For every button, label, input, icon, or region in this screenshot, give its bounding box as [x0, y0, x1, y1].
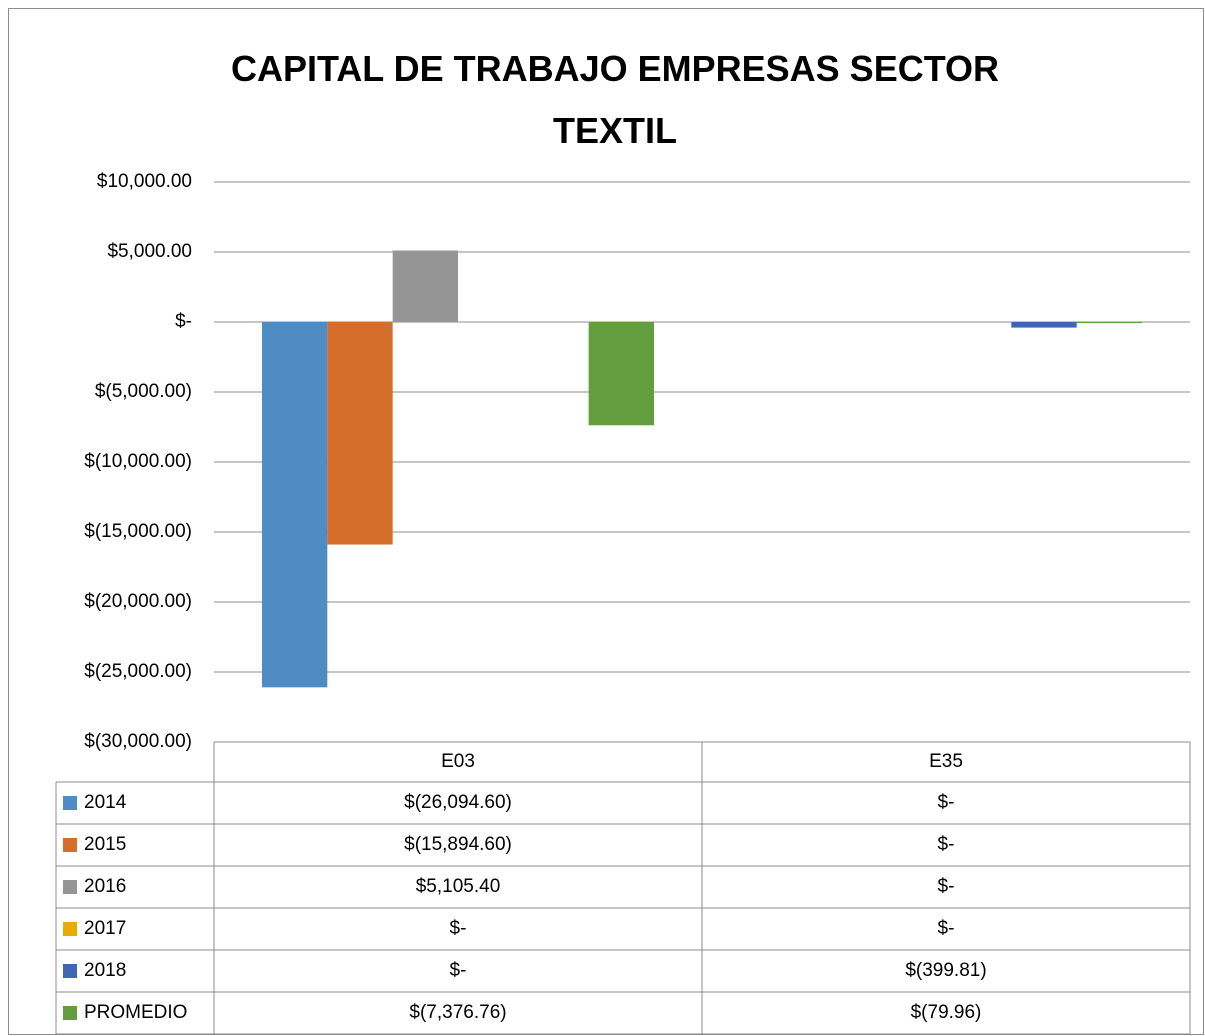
y-tick-label: $(15,000.00) — [84, 521, 192, 542]
y-tick-label: $- — [175, 311, 192, 332]
legend-label: 2017 — [84, 918, 126, 939]
table-value: $(399.81) — [905, 960, 986, 981]
legend-label: 2014 — [84, 792, 127, 813]
legend-label: 2016 — [84, 876, 126, 897]
legend-label: 2018 — [84, 960, 126, 981]
bar — [1011, 322, 1077, 328]
table-value: $(7,376.76) — [409, 1002, 506, 1023]
table-value: $5,105.40 — [416, 876, 501, 897]
table-value: $(26,094.60) — [404, 792, 512, 813]
y-tick-label: $5,000.00 — [107, 241, 192, 262]
legend-label: 2015 — [84, 834, 126, 855]
table-value: $- — [938, 876, 955, 897]
y-tick-label: $(20,000.00) — [84, 591, 192, 612]
bar — [327, 322, 393, 545]
y-tick-label: $(5,000.00) — [95, 381, 192, 402]
y-tick-label: $(30,000.00) — [84, 731, 192, 752]
table-value: $- — [450, 960, 467, 981]
bar — [392, 250, 458, 322]
table-value: $- — [938, 918, 955, 939]
chart-border — [8, 8, 1204, 1035]
table-value: $- — [938, 834, 955, 855]
bar — [1076, 322, 1142, 324]
legend-key — [63, 796, 77, 810]
category-label: E03 — [441, 751, 475, 772]
legend-key — [63, 964, 77, 978]
category-label: E35 — [929, 751, 963, 772]
y-tick-label: $(10,000.00) — [84, 451, 192, 472]
legend-label: PROMEDIO — [84, 1002, 187, 1023]
legend-key — [63, 1006, 77, 1020]
table-value: $(79.96) — [911, 1002, 982, 1023]
table-value: $(15,894.60) — [404, 834, 512, 855]
y-tick-label: $10,000.00 — [97, 171, 192, 192]
chart-title: CAPITAL DE TRABAJO EMPRESAS SECTOR TEXTI… — [230, 48, 1000, 151]
legend-key — [63, 922, 77, 936]
table-value: $- — [938, 792, 955, 813]
table-value: $- — [450, 918, 467, 939]
y-tick-label: $(25,000.00) — [84, 661, 192, 682]
legend-key — [63, 838, 77, 852]
bar — [262, 322, 328, 688]
legend-key — [63, 880, 77, 894]
bar — [588, 322, 654, 426]
